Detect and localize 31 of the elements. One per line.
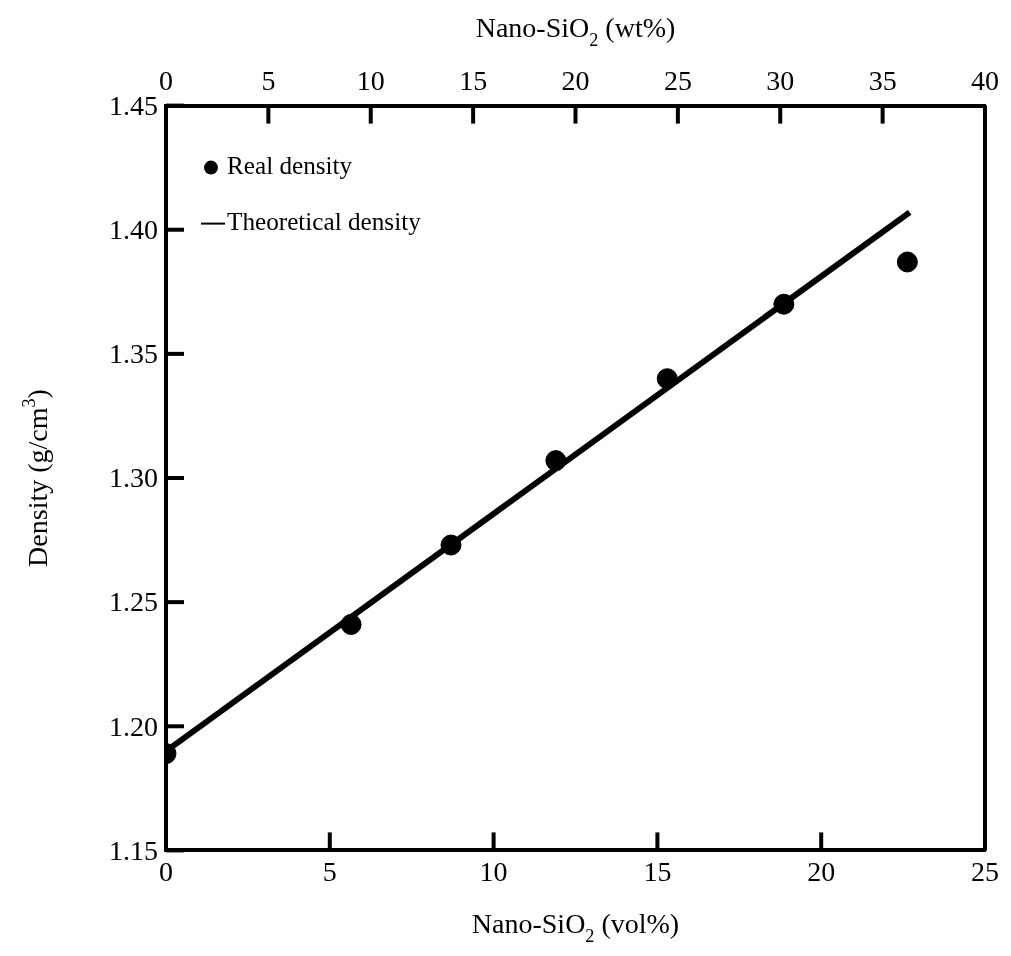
x2-tick-label: 20 — [561, 65, 590, 97]
x2-tick-label: 40 — [971, 65, 999, 97]
y-tick-label: 1.25 — [109, 586, 158, 618]
x2-tick-label: 0 — [159, 65, 173, 97]
x-tick-label: 10 — [479, 855, 508, 887]
x2-tick-label: 35 — [868, 65, 897, 97]
x2-tick-label: 30 — [766, 65, 795, 97]
x-tick-label: 15 — [643, 855, 672, 887]
y-tick-label: 1.35 — [109, 338, 158, 370]
y-tick-label: 1.15 — [109, 834, 158, 866]
x-tick-label: 25 — [971, 855, 999, 887]
x-tick-label: 20 — [807, 855, 836, 887]
x2-tick-label: 5 — [261, 65, 276, 97]
y-tick-label: 1.45 — [109, 89, 158, 121]
y-axis-title: Density (g/cm3) — [18, 389, 54, 567]
legend-label: Real density — [227, 152, 353, 180]
x2-tick-label: 25 — [663, 65, 692, 97]
x2-tick-label: 15 — [459, 65, 488, 97]
x2-tick-label: 10 — [356, 65, 385, 97]
point — [656, 368, 678, 390]
point — [340, 613, 362, 635]
x-tick-label: 5 — [322, 855, 337, 887]
y-tick-label: 1.40 — [109, 213, 158, 245]
point — [545, 450, 567, 472]
legend-label: Theoretical density — [227, 208, 422, 236]
point — [773, 293, 795, 315]
point — [896, 251, 918, 273]
y-tick-label: 1.30 — [109, 462, 158, 494]
point — [440, 534, 462, 556]
x-tick-label: 0 — [159, 855, 173, 887]
y-tick-label: 1.20 — [109, 710, 158, 742]
